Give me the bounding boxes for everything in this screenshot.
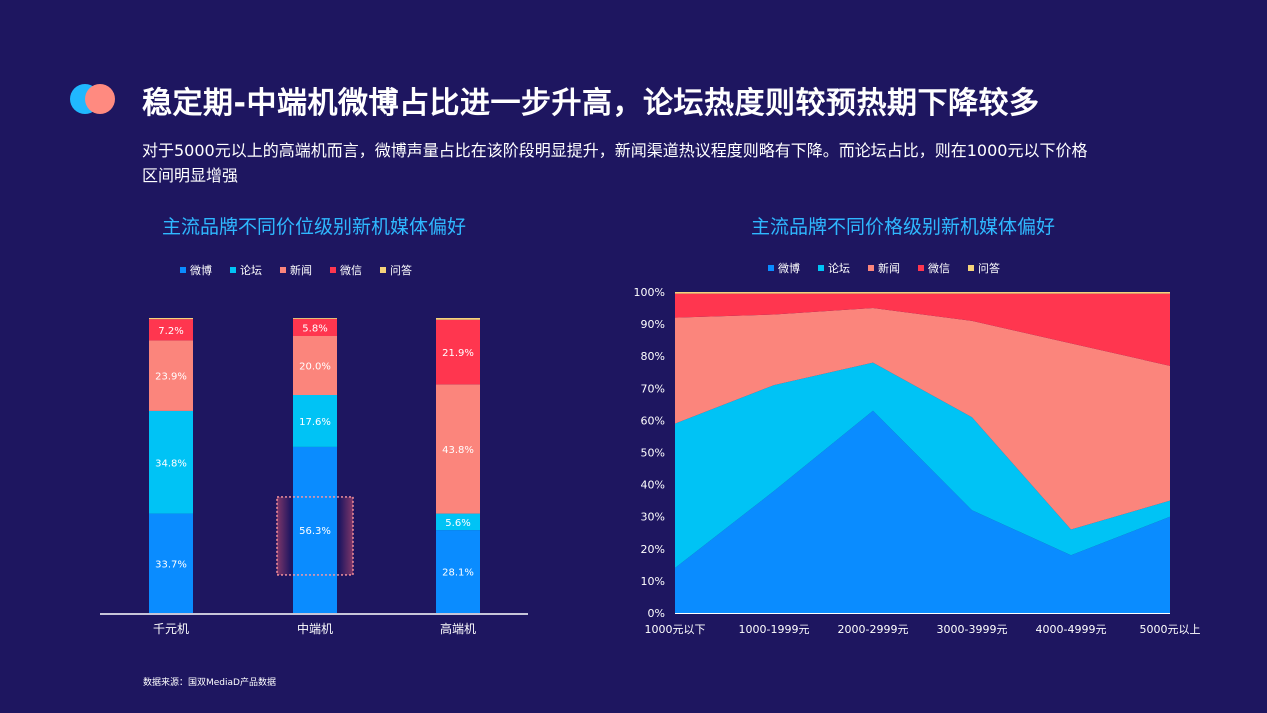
y-tick-label: 20% xyxy=(641,543,665,556)
y-tick-label: 60% xyxy=(641,414,665,427)
legend-swatch xyxy=(868,265,874,271)
bar-value-label: 21.9% xyxy=(442,348,474,359)
y-tick-label: 40% xyxy=(641,479,665,492)
legend-label: 新闻 xyxy=(290,264,312,277)
y-tick-label: 70% xyxy=(641,382,665,395)
x-tick-label: 4000-4999元 xyxy=(1036,623,1107,636)
legend-item: 微信 xyxy=(330,262,362,278)
bar-chart-title: 主流品牌不同价位级别新机媒体偏好 xyxy=(162,216,467,238)
y-tick-label: 100% xyxy=(634,286,665,299)
legend-swatch xyxy=(968,265,974,271)
legend-label: 微信 xyxy=(340,264,362,277)
bar-chart-legend: 微博 论坛 新闻 微信 问答 xyxy=(180,262,412,278)
x-tick-label: 2000-2999元 xyxy=(838,623,909,636)
legend-label: 微博 xyxy=(190,264,212,277)
area-series xyxy=(675,362,1170,569)
bar-segment xyxy=(436,513,480,531)
bar-segment xyxy=(149,340,193,411)
area-series xyxy=(675,293,1170,366)
legend-swatch xyxy=(918,265,924,271)
x-tick-label: 1000元以下 xyxy=(645,623,706,636)
legend-item: 新闻 xyxy=(280,262,312,278)
title-logo-icon xyxy=(70,84,116,114)
bar-segment xyxy=(436,319,480,385)
legend-item: 微博 xyxy=(768,260,800,276)
bar-segment xyxy=(149,513,193,613)
legend-swatch xyxy=(280,267,286,273)
legend-label: 问答 xyxy=(390,264,412,277)
legend-item: 问答 xyxy=(968,260,1000,276)
y-tick-label: 80% xyxy=(641,350,665,363)
legend-label: 论坛 xyxy=(828,262,850,275)
bar-value-label: 34.8% xyxy=(155,458,187,469)
bar-value-label: 28.1% xyxy=(442,568,474,579)
legend-swatch xyxy=(818,265,824,271)
area-chart-legend: 微博 论坛 新闻 微信 问答 xyxy=(768,260,1000,276)
bar-value-label: 5.6% xyxy=(445,518,470,529)
highlight-box xyxy=(277,496,353,575)
bar-segment xyxy=(436,384,480,514)
page-subtitle: 对于5000元以上的高端机而言，微博声量占比在该阶段明显提升，新闻渠道热议程度则… xyxy=(142,141,1088,185)
legend-item: 微信 xyxy=(918,260,950,276)
y-tick-label: 50% xyxy=(641,447,665,460)
bar-category-label: 千元机 xyxy=(153,622,189,636)
bar-chart: 33.7%34.8%23.9%7.2%千元机56.3%17.6%20.0%5.8… xyxy=(100,318,528,636)
area-series xyxy=(675,292,1170,294)
bar-segment xyxy=(436,530,480,613)
bar-value-label: 43.8% xyxy=(442,445,474,456)
bar-value-label: 17.6% xyxy=(299,417,331,428)
legend-item: 论坛 xyxy=(818,260,850,276)
y-tick-label: 0% xyxy=(648,607,665,620)
legend-label: 问答 xyxy=(978,262,1000,275)
bar-segment xyxy=(293,335,337,395)
legend-item: 微博 xyxy=(180,262,212,278)
x-tick-label: 1000-1999元 xyxy=(739,623,810,636)
bar-value-label: 23.9% xyxy=(155,372,187,383)
bar-segment xyxy=(149,319,193,341)
bar-value-label: 33.7% xyxy=(155,559,187,570)
bar-category-label: 中端机 xyxy=(297,621,333,636)
y-tick-label: 90% xyxy=(641,318,665,331)
bar-category-label: 高端机 xyxy=(440,621,476,636)
legend-label: 新闻 xyxy=(878,262,900,275)
legend-label: 微博 xyxy=(778,262,800,275)
legend-swatch xyxy=(330,267,336,273)
data-source-note: 数据来源：国双MediaD产品数据 xyxy=(143,678,276,688)
legend-swatch xyxy=(230,267,236,273)
legend-swatch xyxy=(380,267,386,273)
highlight-border xyxy=(276,496,354,576)
y-tick-label: 30% xyxy=(641,511,665,524)
page-title: 稳定期-中端机微博占比进一步升高，论坛热度则较预热期下降较多 xyxy=(142,86,1040,121)
bar-value-label: 5.8% xyxy=(302,323,327,334)
bar-value-label: 7.2% xyxy=(158,326,183,337)
y-tick-label: 10% xyxy=(641,575,665,588)
x-tick-label: 5000元以上 xyxy=(1140,623,1201,636)
bar-value-label: 20.0% xyxy=(299,361,331,372)
area-series xyxy=(675,410,1170,613)
legend-label: 论坛 xyxy=(240,264,262,277)
bar-segment xyxy=(293,394,337,447)
legend-swatch xyxy=(768,265,774,271)
legend-item: 新闻 xyxy=(868,260,900,276)
legend-label: 微信 xyxy=(928,262,950,275)
area-series xyxy=(675,308,1170,530)
area-chart-title: 主流品牌不同价格级别新机媒体偏好 xyxy=(751,216,1056,238)
bar-segment xyxy=(149,318,193,320)
legend-item: 论坛 xyxy=(230,262,262,278)
legend-item: 问答 xyxy=(380,262,412,278)
bar-segment xyxy=(149,410,193,514)
bar-segment xyxy=(293,318,337,336)
bar-segment xyxy=(436,318,480,320)
area-chart: 0% 10% 20% 30% 40% 50% 60% 70% 80% 90% 100% 1000元以下… xyxy=(634,286,1201,636)
bar-segment xyxy=(293,318,337,319)
legend-swatch xyxy=(180,267,186,273)
x-tick-label: 3000-3999元 xyxy=(937,623,1008,636)
